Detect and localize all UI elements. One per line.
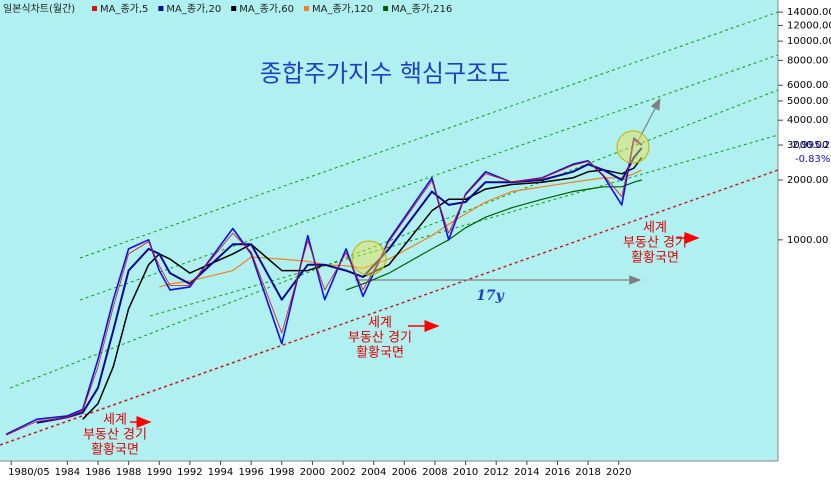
y-tick-label: 4000.00 [787,115,828,126]
series-line [36,147,643,424]
legend: 일본식차트(월간) MA_종가,5 MA_종가,20 MA_종가,60 MA_종가,1… [3,3,452,15]
y-tick-label: 2000.00 [787,175,828,186]
y-tick-label: 6000.00 [787,80,828,91]
series-line [345,179,642,291]
legend-label: MA_종가,20 [166,3,221,15]
x-tick-label: 1988 [116,467,141,478]
y-tick-label: 5000.00 [787,96,828,107]
annotation: 세계 [643,221,667,236]
channel-line [149,134,779,317]
change-label: -0.83% [795,154,830,165]
x-tick-label: 1994 [208,467,233,478]
x-tick-label: 1990 [147,467,172,478]
annotation: 부동산 경기 [83,428,147,443]
legend-label: MA_종가,5 [100,3,148,15]
last-value-label: 2,995.22 [792,140,831,151]
plot-background [0,0,778,461]
chart-title: 종합주가지수 핵심구조도 [260,60,511,88]
series-layer [5,137,643,436]
series-line [5,137,643,436]
y-tick-label: 1000.00 [787,235,828,246]
y-tick-label: 12000.00 [787,20,831,31]
y-tick-label: 14000.00 [787,7,831,18]
x-tick-label: 2018 [575,467,600,478]
x-tick-label: 2008 [422,467,447,478]
annotation: 부동산 경기 [348,331,412,346]
highlight-circle [351,240,387,276]
x-tick-label: 2014 [514,467,539,478]
x-tick-label: 1980/05 [8,467,50,478]
x-tick-label: 2002 [330,467,355,478]
period-label: 17y [476,288,504,304]
x-tick-label: 1992 [177,467,202,478]
series-line [5,140,642,436]
y-tick-label: 3000.00 [787,140,828,151]
x-tick-label: 1984 [55,467,80,478]
x-tick-label: 1986 [85,467,110,478]
x-tick-label: 2000 [300,467,325,478]
legend-swatch [158,6,164,11]
legend-swatch [231,6,237,11]
x-tick-label: 1998 [269,467,294,478]
highlight-circle [616,130,650,164]
x-tick-label: 2010 [453,467,478,478]
y-tick-label: 10000.00 [787,36,831,47]
series-line [159,169,642,288]
annotation: 활황국면 [356,346,404,361]
legend-label: MA_종가,60 [239,3,294,15]
x-tick-label: 2012 [483,467,508,478]
legend-swatch [92,6,97,11]
annotation: 세계 [368,316,392,331]
legend-swatch [383,6,389,11]
arrow [635,97,661,146]
x-tick-label: 1996 [238,467,263,478]
y-tick-label: 8000.00 [787,55,828,66]
legend-label: MA_종가,120 [312,3,373,15]
chart-label: 일본식차트(월간) [3,3,75,15]
x-tick-label: 2006 [392,467,417,478]
annotation: 부동산 경기 [623,236,687,251]
x-tick-label: 2004 [361,467,386,478]
x-tick-label: 2020 [606,467,631,478]
annotation: 활황국면 [91,443,139,458]
annotation: 활황국면 [631,251,679,266]
channel-lines [0,11,779,446]
annotation: 세계 [103,413,127,428]
legend-label: MA_종가,216 [391,3,452,15]
legend-swatch [303,6,309,11]
x-tick-label: 2016 [545,467,570,478]
channel-line [9,89,779,389]
last-value-box [779,139,831,151]
